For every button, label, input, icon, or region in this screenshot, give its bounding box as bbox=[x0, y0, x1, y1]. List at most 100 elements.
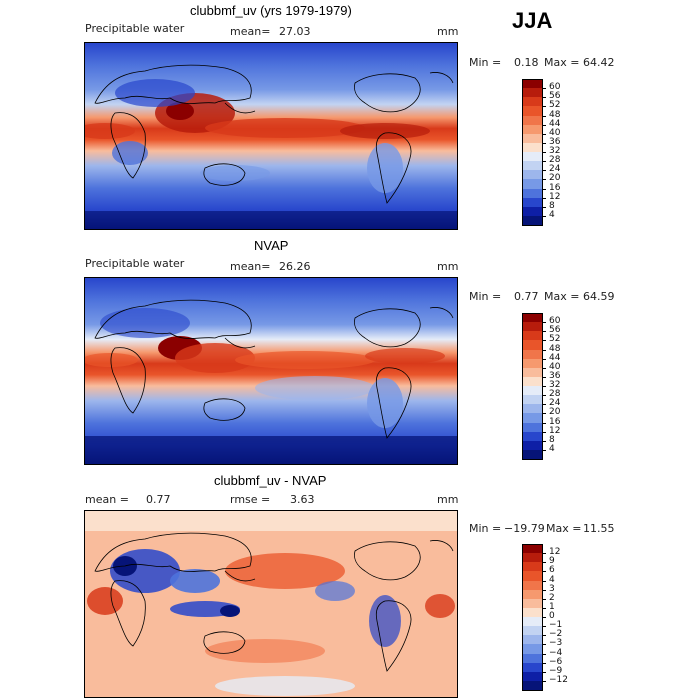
colorbar-swatch bbox=[522, 404, 542, 414]
colorbar-swatch bbox=[522, 571, 542, 581]
colorbar-label: 44 bbox=[549, 118, 561, 129]
colorbar-label: 56 bbox=[549, 91, 561, 102]
colorbar-label: 28 bbox=[549, 389, 561, 400]
colorbar-swatch bbox=[522, 152, 542, 162]
colorbar-swatch bbox=[522, 598, 542, 609]
colorbar-label: −3 bbox=[549, 638, 563, 649]
colorbar-swatch bbox=[522, 97, 542, 107]
panel-title: NVAP bbox=[254, 238, 289, 253]
colorbar-tick bbox=[542, 322, 546, 324]
colorbar-swatch bbox=[522, 431, 542, 442]
colorbar-label: 36 bbox=[549, 136, 561, 147]
colorbar-tick bbox=[542, 179, 546, 181]
colorbar-tick bbox=[542, 215, 546, 217]
colorbar-label: 36 bbox=[549, 370, 561, 381]
colorbar-swatch bbox=[522, 635, 542, 645]
colorbar-label: 32 bbox=[549, 380, 561, 390]
colorbar-tick bbox=[542, 553, 546, 555]
max-value: 11.55 bbox=[583, 522, 615, 535]
colorbar-label: 12 bbox=[549, 191, 561, 202]
colorbar-label: 16 bbox=[549, 182, 561, 193]
colorbar-swatch bbox=[522, 322, 542, 332]
colorbar-tick bbox=[542, 340, 546, 342]
colorbar-label: 60 bbox=[549, 316, 561, 327]
colorbar-swatch bbox=[522, 626, 542, 636]
max-label: Max = bbox=[544, 290, 580, 303]
colorbar-label: −9 bbox=[549, 665, 563, 676]
colorbar-label: 0 bbox=[549, 611, 555, 621]
colorbar-tick bbox=[542, 142, 546, 144]
colorbar-label: 2 bbox=[549, 592, 555, 603]
mean-label: mean= bbox=[230, 25, 271, 38]
colorbar-label: 20 bbox=[549, 173, 561, 184]
colorbar-frame bbox=[522, 544, 543, 691]
colorbar-label: 60 bbox=[549, 82, 561, 93]
mean-label: mean= bbox=[230, 260, 271, 273]
precipitable-water-map bbox=[84, 277, 458, 465]
mean-value: 27.03 bbox=[279, 25, 311, 38]
units-label: mm bbox=[437, 493, 459, 506]
colorbar-label: −12 bbox=[549, 674, 568, 685]
colorbar-swatch bbox=[522, 349, 542, 360]
colorbar-swatch bbox=[522, 142, 542, 153]
colorbar-tick bbox=[542, 617, 546, 618]
min-label: Min = bbox=[469, 56, 502, 69]
colorbar-label: −6 bbox=[549, 656, 563, 667]
colorbar-label: 16 bbox=[549, 416, 561, 427]
colorbar-label: 1 bbox=[549, 601, 555, 612]
colorbar-swatch bbox=[522, 422, 542, 433]
colorbar-tick bbox=[542, 607, 546, 609]
colorbar-swatch bbox=[522, 188, 542, 199]
colorbar-swatch bbox=[522, 170, 542, 180]
units-label: mm bbox=[437, 260, 459, 273]
colorbar-tick bbox=[542, 449, 546, 451]
colorbar-label: 4 bbox=[549, 443, 555, 454]
colorbar-swatch bbox=[522, 553, 542, 563]
colorbar-tick bbox=[542, 161, 546, 163]
mean-value: 26.26 bbox=[279, 260, 311, 273]
colorbar-swatch bbox=[522, 115, 542, 126]
colorbar-tick bbox=[542, 395, 546, 397]
colorbar-label: 40 bbox=[549, 127, 561, 138]
colorbar-tick bbox=[542, 589, 546, 591]
colorbar-label: 8 bbox=[549, 200, 555, 211]
colorbar-swatch bbox=[522, 106, 542, 116]
max-value: 64.42 bbox=[583, 56, 615, 69]
colorbar-swatch bbox=[522, 671, 542, 682]
colorbar-label: 24 bbox=[549, 164, 561, 175]
difference-map bbox=[84, 510, 458, 698]
colorbar-tick bbox=[542, 422, 546, 424]
colorbar-label: 4 bbox=[549, 574, 555, 585]
colorbar-tick bbox=[542, 206, 546, 208]
colorbar-tick bbox=[542, 97, 546, 99]
colorbar-tick bbox=[542, 386, 546, 387]
colorbar-tick bbox=[542, 170, 546, 172]
colorbar-tick bbox=[542, 562, 546, 564]
colorbar-swatch bbox=[522, 358, 542, 369]
colorbar-label: 52 bbox=[549, 100, 561, 111]
colorbar-swatch bbox=[522, 386, 542, 396]
colorbar-tick bbox=[542, 124, 546, 126]
colorbar-swatch bbox=[522, 161, 542, 171]
colorbar-tick bbox=[542, 571, 546, 573]
season-label: JJA bbox=[512, 8, 553, 33]
colorbar-label: 3 bbox=[549, 583, 555, 594]
colorbar-tick bbox=[542, 349, 546, 351]
colorbar-tick bbox=[542, 197, 546, 199]
colorbar-swatch bbox=[522, 133, 542, 144]
max-label: Max = bbox=[546, 522, 582, 535]
colorbar: 60 56 52 48 44 40 36 32 28 24 20 16 12 8 4 bbox=[522, 313, 582, 460]
colorbar-swatch bbox=[522, 215, 542, 226]
colorbar-label: 6 bbox=[549, 565, 555, 576]
colorbar-swatch bbox=[522, 413, 542, 423]
colorbar-tick bbox=[542, 367, 546, 369]
colorbar-swatch bbox=[522, 607, 542, 618]
mean-value: 0.77 bbox=[146, 493, 171, 506]
colorbar-tick bbox=[542, 671, 546, 673]
colorbar-swatch bbox=[522, 395, 542, 405]
colorbar-tick bbox=[542, 680, 546, 682]
colorbar-label: 48 bbox=[549, 343, 561, 354]
colorbar-tick bbox=[542, 431, 546, 433]
panel-title: clubbmf_uv - NVAP bbox=[214, 473, 327, 488]
mean-label: mean = bbox=[85, 493, 129, 506]
